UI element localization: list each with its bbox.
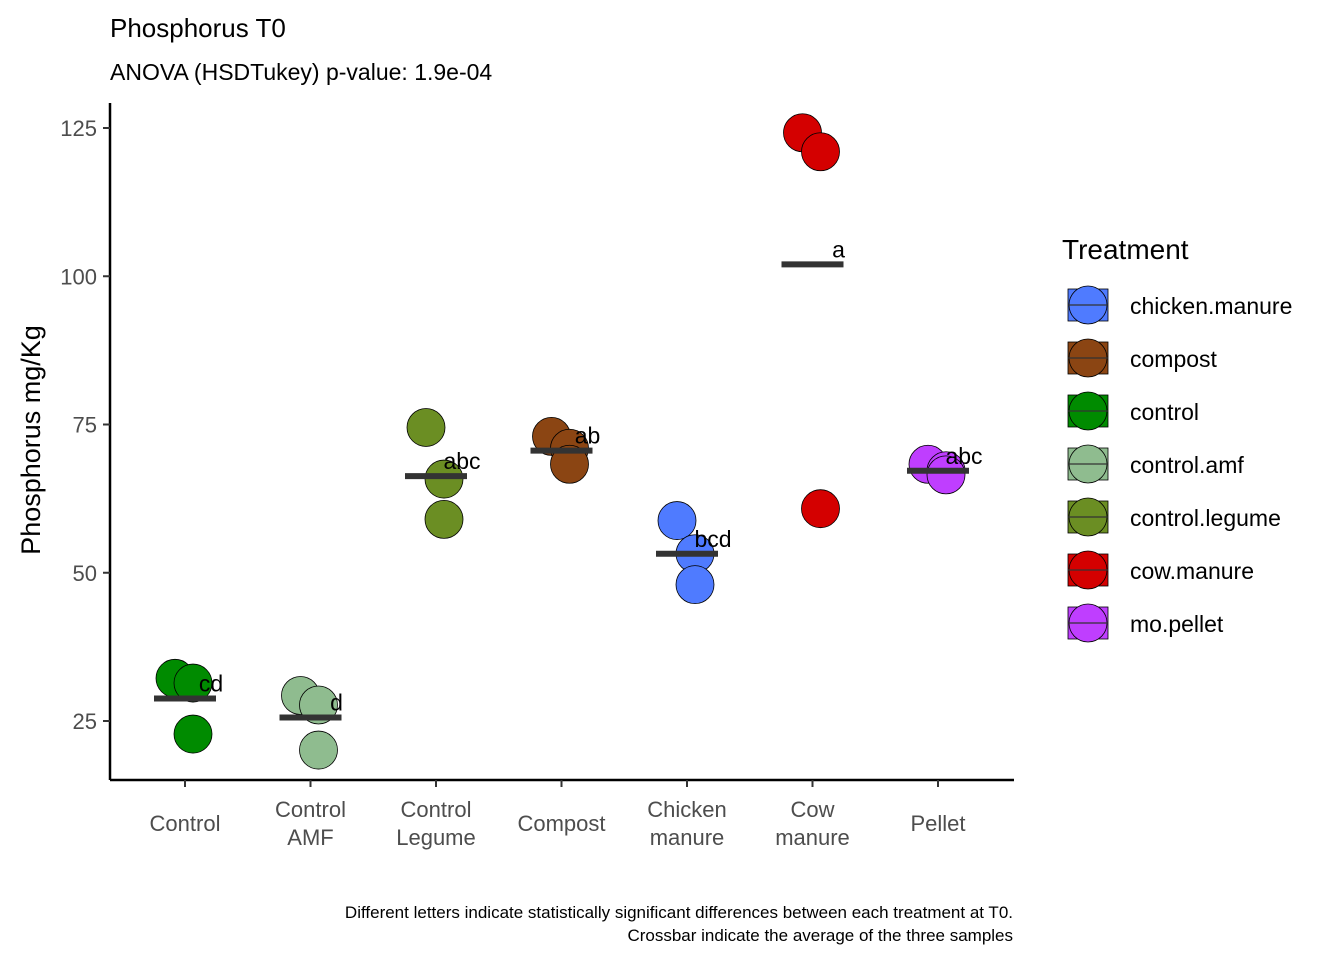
x-tick-label: Pellet (910, 811, 965, 836)
data-point-control.amf (299, 730, 338, 770)
data-point-mo.pellet (926, 455, 966, 495)
y-tick-label: 75 (73, 413, 97, 438)
chart-subtitle: ANOVA (HSDTukey) p-value: 1.9e-04 (110, 59, 492, 85)
data-points (155, 113, 966, 770)
caption-line-1: Different letters indicate statistically… (345, 903, 1013, 922)
x-tick-label: Control (150, 811, 221, 836)
data-point-compost (550, 444, 589, 484)
mean-crossbars (154, 261, 969, 721)
x-tick-label: Chicken (647, 797, 726, 822)
y-tick-label: 50 (73, 561, 97, 586)
legend-label-chicken.manure: chicken.manure (1130, 293, 1292, 319)
significance-letter: a (832, 236, 845, 262)
data-point-cow.manure (801, 489, 840, 529)
x-ticks: Control Control AMF Control Legume Compost Chi… (150, 780, 966, 850)
significance-letter: ab (575, 423, 601, 449)
legend-label-compost: compost (1130, 346, 1218, 372)
data-point-chicken.manure (675, 565, 715, 605)
chart-title: Phosphorus T0 (110, 13, 286, 43)
y-tick-label: 125 (60, 116, 97, 141)
significance-letter: abc (443, 448, 480, 474)
y-axis-title: Phosphorus mg/Kg (16, 325, 46, 555)
legend-label-control.amf: control.amf (1130, 452, 1244, 478)
x-tick-label: Control (275, 797, 346, 822)
significance-letters: cd d abc ab bcd a abc (199, 236, 983, 715)
x-tick-label: Legume (396, 825, 476, 850)
significance-letter: cd (199, 670, 223, 696)
legend-title: Treatment (1062, 234, 1189, 265)
y-ticks: 25 50 75 100 125 (60, 116, 110, 734)
data-point-control (173, 663, 213, 703)
x-tick-label: Control (401, 797, 472, 822)
significance-letter: abc (945, 443, 982, 469)
x-tick-label: Compost (517, 811, 605, 836)
legend: Treatment chicken.manure compost control co… (1062, 234, 1292, 643)
x-tick-label: manure (775, 825, 850, 850)
significance-letter: d (330, 689, 343, 715)
data-point-control.legume (406, 408, 446, 447)
data-point-control (173, 714, 213, 754)
legend-label-cow.manure: cow.manure (1130, 558, 1254, 584)
x-tick-label: manure (650, 825, 725, 850)
x-tick-label: Cow (790, 797, 834, 822)
y-tick-label: 25 (73, 709, 97, 734)
caption-line-2: Crossbar indicate the average of the thr… (627, 926, 1013, 945)
y-tick-label: 100 (60, 264, 97, 289)
data-point-cow.manure (801, 132, 840, 172)
legend-label-mo.pellet: mo.pellet (1130, 611, 1224, 637)
legend-label-control: control (1130, 399, 1199, 425)
legend-label-control.legume: control.legume (1130, 505, 1281, 531)
significance-letter: bcd (694, 526, 731, 552)
x-tick-label: AMF (287, 825, 333, 850)
data-point-control.legume (424, 499, 464, 539)
data-point-chicken.manure (657, 501, 697, 540)
